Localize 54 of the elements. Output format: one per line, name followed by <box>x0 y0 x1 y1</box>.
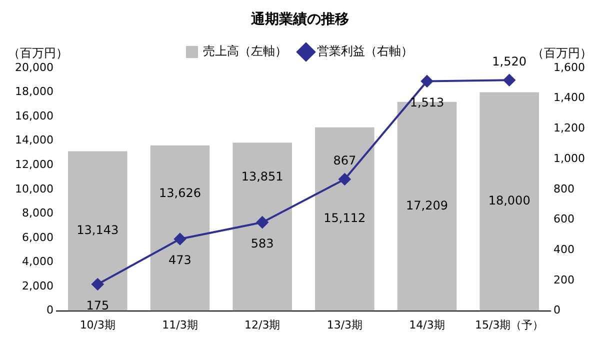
x-tick-label: 13/3期 <box>326 318 363 332</box>
y2-axis-title: （百万円） <box>532 46 592 60</box>
point <box>503 74 516 86</box>
point <box>174 233 186 246</box>
data-label: 13,626 <box>158 186 201 200</box>
data-label: 1,513 <box>410 95 444 110</box>
bar <box>315 127 374 311</box>
y-tick-label: 0 <box>46 304 54 317</box>
data-label: 13,143 <box>76 223 119 238</box>
x-tick-label: 14/3期 <box>409 318 445 332</box>
point <box>338 173 351 186</box>
data-label: 15,112 <box>324 211 366 226</box>
data-label: 583 <box>250 236 274 250</box>
data-label: 13,851 <box>241 169 284 184</box>
x-tick-label: 11/3期 <box>162 318 198 332</box>
y2-tick-label: 1,400 <box>554 91 586 104</box>
bar <box>150 145 210 311</box>
y2-tick-label: 800 <box>554 182 575 196</box>
y-tick-label: 16,000 <box>14 109 54 122</box>
y-tick-label: 8,000 <box>22 206 54 220</box>
y-axis-title: （百万円） <box>8 46 68 60</box>
y2-tick-label: 0 <box>554 304 561 317</box>
y-tick-label: 4,000 <box>22 255 54 268</box>
data-label: 17,209 <box>406 198 448 212</box>
x-tick-label: 12/3期 <box>244 318 280 332</box>
y2-tick-label: 1,000 <box>554 152 586 165</box>
data-label: 18,000 <box>488 194 530 208</box>
bar <box>480 92 539 311</box>
y2-tick-label: 200 <box>554 273 575 286</box>
bar <box>232 142 292 311</box>
data-label: 473 <box>168 253 192 268</box>
y-tick-label: 20,000 <box>14 60 54 74</box>
point <box>256 216 268 228</box>
y-tick-label: 14,000 <box>14 134 54 147</box>
y2-tick-label: 400 <box>554 242 575 256</box>
bar <box>68 151 128 311</box>
point <box>421 75 434 88</box>
legend-label: 売上高（左軸） <box>203 44 287 58</box>
x-tick-label: 10/3期 <box>80 318 116 332</box>
y2-tick-label: 600 <box>554 212 575 226</box>
y2-tick-label: 1,200 <box>554 122 586 135</box>
legend-label: 営業利益（右軸） <box>317 44 413 58</box>
data-label: 175 <box>86 298 110 312</box>
y-tick-label: 18,000 <box>14 85 54 98</box>
y-tick-label: 6,000 <box>22 230 54 244</box>
data-label: 867 <box>333 153 356 168</box>
y2-tick-label: 1,600 <box>554 60 586 74</box>
y-tick-label: 12,000 <box>14 158 54 171</box>
y-tick-label: 10,000 <box>14 182 54 196</box>
x-tick-label: 15/3期（予） <box>474 318 544 332</box>
y-tick-label: 2,000 <box>22 279 54 292</box>
point <box>92 278 104 290</box>
data-label: 1,520 <box>492 54 527 68</box>
chart-title: 通期業績の推移 <box>250 10 349 28</box>
